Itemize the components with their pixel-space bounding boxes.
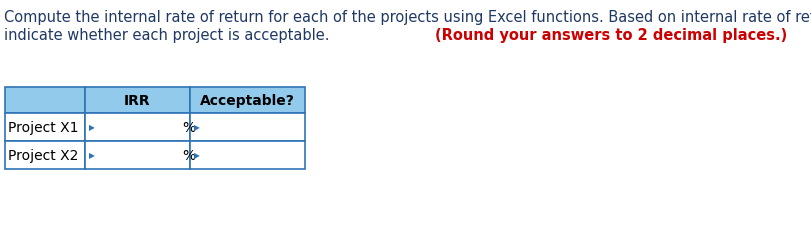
- Bar: [190, 113, 305, 141]
- Bar: [190, 141, 305, 169]
- Text: Acceptable?: Acceptable?: [200, 94, 295, 108]
- Text: IRR: IRR: [124, 94, 151, 108]
- Bar: [5, 88, 85, 113]
- Text: Project X1: Project X1: [8, 120, 79, 134]
- Text: ▶: ▶: [194, 123, 200, 132]
- Bar: [5, 141, 85, 169]
- Text: (Round your answers to 2 decimal places.): (Round your answers to 2 decimal places.…: [435, 28, 787, 43]
- Text: ▶: ▶: [89, 123, 95, 132]
- Text: indicate whether each project is acceptable.: indicate whether each project is accepta…: [4, 28, 334, 43]
- Text: %: %: [182, 120, 195, 134]
- Text: Compute the internal rate of return for each of the projects using Excel functio: Compute the internal rate of return for …: [4, 10, 811, 25]
- Bar: [85, 88, 190, 113]
- Text: Project X2: Project X2: [8, 148, 79, 162]
- Bar: [5, 113, 85, 141]
- Text: ▶: ▶: [194, 151, 200, 160]
- Text: ▶: ▶: [89, 151, 95, 160]
- Bar: [85, 141, 190, 169]
- Bar: [190, 88, 305, 113]
- Bar: [85, 113, 190, 141]
- Text: %: %: [182, 148, 195, 162]
